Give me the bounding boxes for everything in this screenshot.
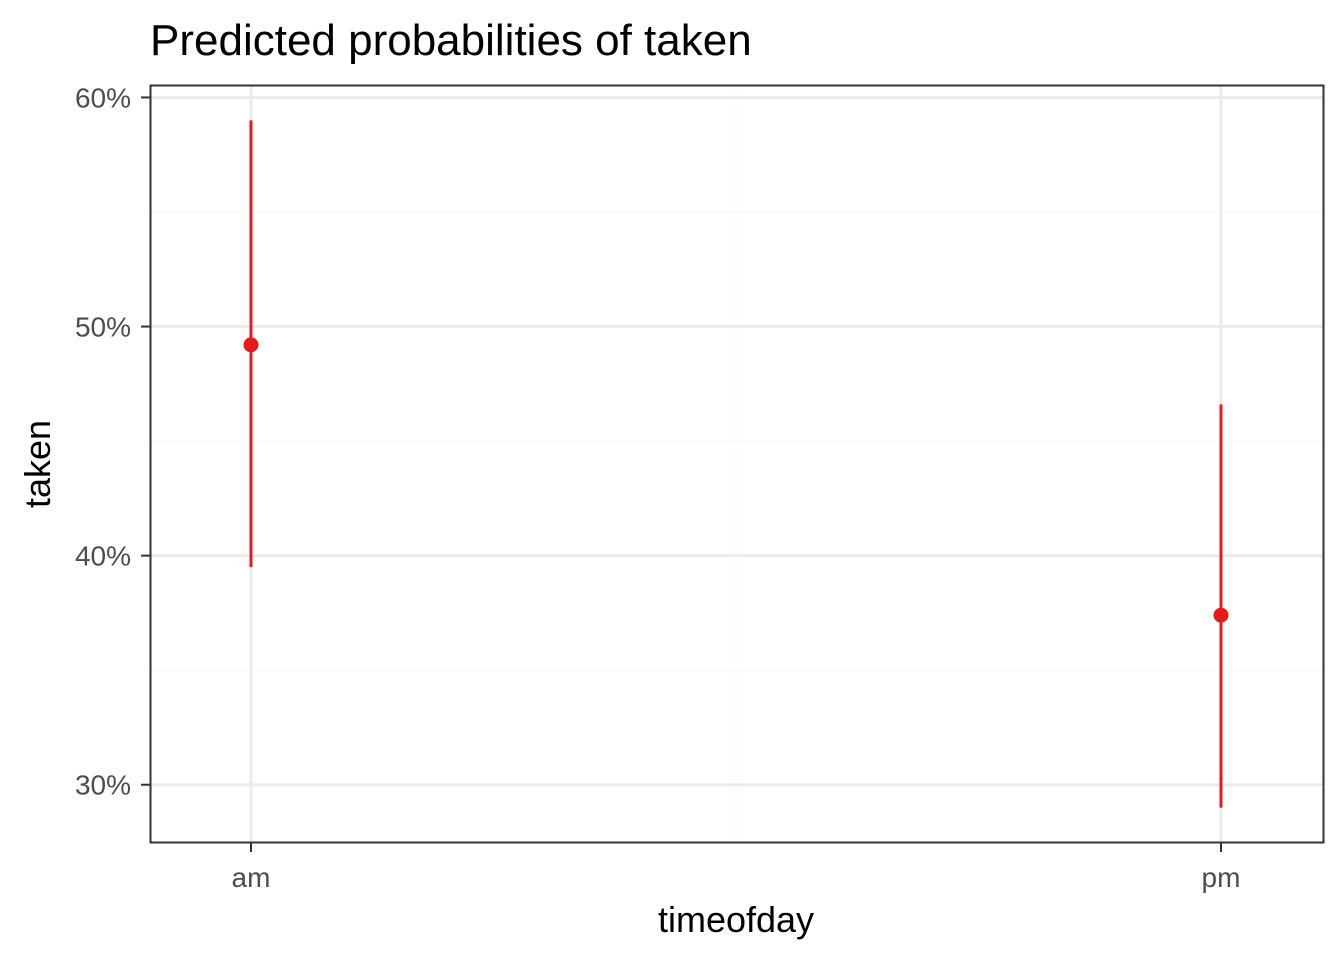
x-axis: am pm	[232, 843, 1241, 893]
x-axis-title: timeofday	[658, 899, 814, 940]
panel-border	[149, 84, 1325, 844]
y-tick-label: 50%	[75, 312, 131, 343]
data-point-pm	[1213, 607, 1229, 623]
y-tick-label: 40%	[75, 541, 131, 572]
x-tick-label: pm	[1202, 862, 1241, 893]
x-tick-label: am	[232, 862, 271, 893]
y-tick-label: 30%	[75, 770, 131, 801]
y-axis-title: taken	[17, 420, 58, 508]
minor-grid	[151, 86, 1323, 842]
chart-title: Predicted probabilities of taken	[150, 16, 752, 65]
major-grid	[151, 86, 1323, 842]
data-point-am	[243, 337, 259, 353]
y-axis: 30% 40% 50% 60%	[75, 82, 150, 801]
y-tick-label: 60%	[75, 82, 131, 113]
data-marks	[243, 120, 1229, 808]
